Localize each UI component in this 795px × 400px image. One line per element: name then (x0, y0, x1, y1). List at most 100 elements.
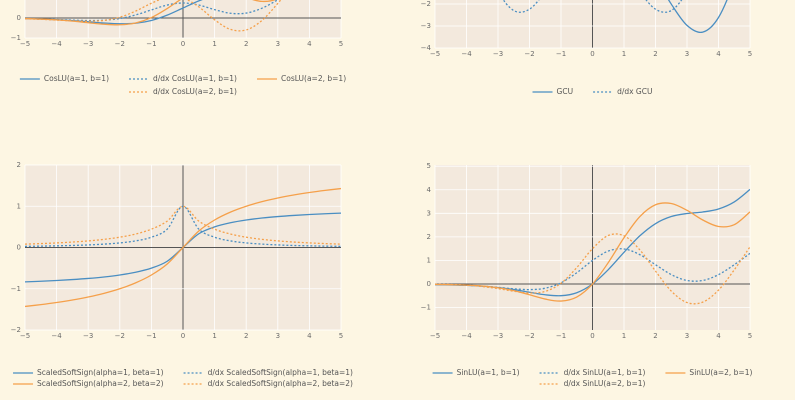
legend: ScaledSoftSign(alpha=1, beta=1) d/dx Scal… (13, 368, 353, 388)
x-tick-label: 4 (307, 332, 312, 340)
series-line (25, 205, 341, 245)
series-line (25, 0, 282, 32)
x-tick-label: −2 (115, 40, 125, 48)
legend-item: CosLU(a=2, b=1) (257, 74, 346, 83)
x-tick-label: −4 (51, 40, 62, 48)
y-tick-label: −2 (11, 326, 21, 334)
y-tick-label: 1 (17, 202, 21, 210)
x-tick-label: 0 (590, 50, 594, 58)
x-tick-label: 5 (748, 332, 752, 340)
y-tick-label: −4 (421, 44, 432, 52)
legend-label: d/dx CosLU(a=2, b=1) (153, 87, 237, 96)
x-tick-label: −3 (83, 332, 93, 340)
x-tick-label: −3 (493, 332, 503, 340)
x-tick-label: 3 (276, 40, 280, 48)
legend-item: d/dx SinLU(a=2, b=1) (539, 379, 646, 388)
y-tick-label: −2 (421, 0, 431, 8)
legend-item: d/dx ScaledSoftSign(alpha=1, beta=1) (183, 368, 353, 377)
legend-label: CosLU(a=1, b=1) (44, 74, 109, 83)
x-tick-label: −3 (493, 50, 503, 58)
x-tick-label: −5 (430, 50, 440, 58)
legend-label: SinLU(a=1, b=1) (457, 368, 520, 377)
legend: SinLU(a=1, b=1) d/dx SinLU(a=1, b=1) SinLU… (432, 368, 752, 388)
x-tick-label: 0 (181, 332, 185, 340)
x-tick-label: 1 (622, 332, 626, 340)
legend-item: d/dx CosLU(a=2, b=1) (129, 87, 237, 96)
legend-item: ScaledSoftSign(alpha=2, beta=2) (13, 379, 164, 388)
legend-item: SinLU(a=1, b=1) (432, 368, 520, 377)
x-tick-label: −5 (20, 40, 30, 48)
y-tick-label: 2 (17, 161, 21, 169)
series-group (502, 0, 728, 34)
x-tick-label: 5 (339, 332, 343, 340)
x-tick-label: 2 (244, 332, 248, 340)
x-tick-label: 3 (685, 332, 689, 340)
y-tick-label: −1 (421, 304, 431, 312)
y-tick-label: 5 (427, 162, 431, 170)
series-line (435, 202, 750, 302)
x-tick-label: 2 (653, 50, 657, 58)
series-line (25, 205, 341, 248)
x-tick-label: 2 (244, 40, 248, 48)
legend-label: d/dx GCU (617, 87, 652, 96)
legend: CosLU(a=1, b=1) d/dx CosLU(a=1, b=1) CosLU… (19, 74, 346, 96)
legend-item: d/dx CosLU(a=1, b=1) (129, 74, 237, 83)
legend-item: CosLU(a=1, b=1) (19, 74, 109, 83)
x-tick-label: −1 (556, 50, 566, 58)
x-tick-label: 3 (276, 332, 280, 340)
x-tick-label: 1 (622, 50, 626, 58)
legend-label: d/dx ScaledSoftSign(alpha=1, beta=1) (208, 368, 353, 377)
legend-label: d/dx SinLU(a=2, b=1) (564, 379, 646, 388)
x-tick-label: −2 (115, 332, 125, 340)
legend: GCU d/dx GCU (532, 87, 652, 96)
series-line (25, 0, 279, 22)
legend-label: SinLU(a=2, b=1) (689, 368, 752, 377)
legend-item: SinLU(a=2, b=1) (665, 368, 752, 377)
x-tick-label: −1 (146, 332, 156, 340)
x-tick-label: 0 (590, 332, 594, 340)
x-tick-label: 1 (212, 40, 216, 48)
legend-item: GCU (532, 87, 574, 96)
series-line (435, 248, 750, 291)
series-group (25, 187, 341, 308)
y-tick-label: 0 (17, 244, 21, 252)
x-tick-label: 4 (307, 40, 312, 48)
x-tick-label: −4 (461, 332, 472, 340)
y-tick-label: 3 (427, 209, 431, 217)
x-tick-label: −4 (461, 50, 472, 58)
legend-label: ScaledSoftSign(alpha=2, beta=2) (37, 379, 164, 388)
legend-label: GCU (557, 87, 574, 96)
x-tick-label: −1 (556, 332, 566, 340)
legend-label: CosLU(a=2, b=1) (281, 74, 346, 83)
x-tick-label: 4 (716, 50, 721, 58)
y-tick-label: 0 (427, 280, 431, 288)
legend-label: d/dx CosLU(a=1, b=1) (153, 74, 237, 83)
y-tick-label: 1 (427, 256, 431, 264)
legend-item: d/dx GCU (593, 87, 652, 96)
x-tick-label: 5 (339, 40, 343, 48)
legend-item: ScaledSoftSign(alpha=1, beta=1) (13, 368, 164, 377)
series-line (25, 187, 341, 308)
y-tick-label: 2 (427, 233, 431, 241)
x-tick-label: −4 (51, 332, 62, 340)
x-tick-label: −5 (430, 332, 440, 340)
y-tick-label: −3 (421, 22, 431, 30)
x-tick-label: 0 (181, 40, 185, 48)
y-tick-label: 4 (427, 186, 432, 194)
x-tick-label: −1 (146, 40, 156, 48)
x-tick-label: 5 (748, 50, 752, 58)
subplot: −5 −4 −3 −2 −1 0 1 2 3 4 5 −1 0 CosLU(a=1, b=1) d/dx C… (11, 0, 346, 96)
y-tick-label: −1 (11, 34, 21, 42)
series-line (435, 233, 750, 305)
legend-label: ScaledSoftSign(alpha=1, beta=1) (37, 368, 164, 377)
subplot: −5 −4 −3 −2 −1 0 1 2 3 4 5 −2 −1 0 1 2 ScaledSoftSign(al… (11, 161, 353, 388)
series-group (25, 0, 282, 32)
legend-label: d/dx SinLU(a=1, b=1) (564, 368, 646, 377)
series-group (435, 188, 750, 305)
y-tick-label: 0 (17, 14, 21, 22)
x-tick-label: 1 (212, 332, 216, 340)
y-tick-label: −1 (11, 285, 21, 293)
